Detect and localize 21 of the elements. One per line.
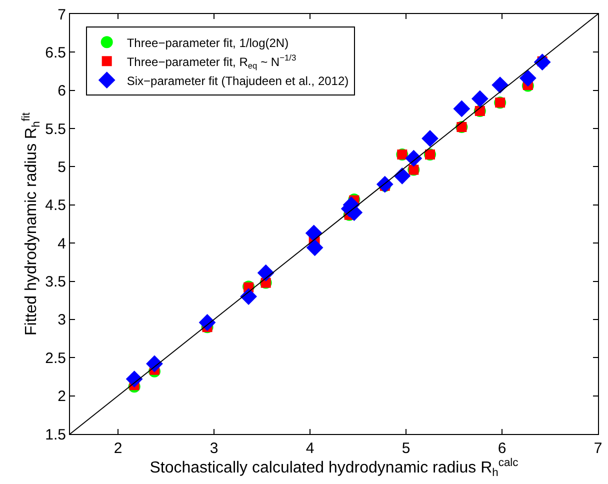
legend-label: Three−parameter fit, 1/log(2N): [126, 36, 289, 50]
x-tick-label: 6: [498, 440, 506, 457]
legend-label: Six−parameter fit (Thajudeen et al., 2012): [126, 74, 349, 88]
y-tick-label: 2.5: [45, 350, 66, 367]
y-tick-label: 6: [58, 82, 66, 100]
x-tick-label: 5: [402, 440, 410, 457]
legend-label: Three−parameter fit, R$_{eq}$ ~ N$^{−1/3}$: [126, 52, 296, 70]
x-tick-label: 2: [114, 440, 122, 457]
y-tick-label: 4.5: [45, 197, 66, 214]
y-tick-label: 5: [58, 158, 66, 176]
x-tick-label: 7: [594, 440, 602, 457]
y-tick-label: 4: [58, 235, 66, 252]
y-tick-label: 7: [58, 6, 66, 24]
y-tick-label: 6.5: [45, 44, 66, 62]
y-tick-label: 2: [58, 388, 66, 406]
x-tick-label: 4: [306, 440, 314, 457]
y-tick-label: 1.5: [45, 426, 66, 444]
x-tick-label: 3: [210, 440, 218, 457]
y-tick-label: 5.5: [45, 120, 66, 138]
y-tick-label: 3.5: [45, 274, 66, 291]
y-tick-label: 3: [58, 312, 66, 329]
